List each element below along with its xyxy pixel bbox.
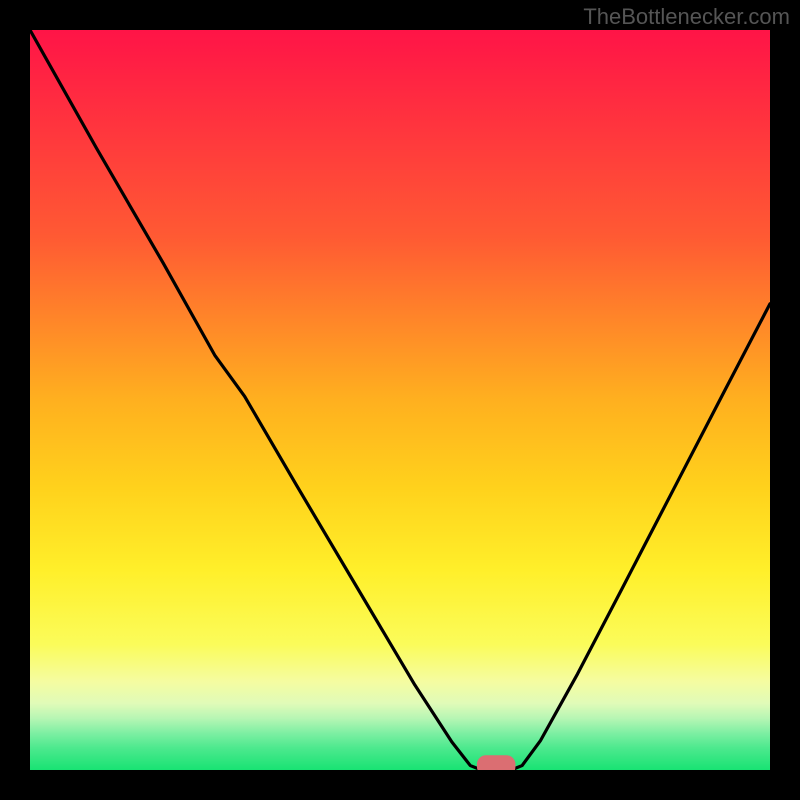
chart-container: TheBottlenecker.com xyxy=(0,0,800,800)
watermark-text: TheBottlenecker.com xyxy=(583,4,790,30)
bottleneck-chart xyxy=(0,0,800,800)
